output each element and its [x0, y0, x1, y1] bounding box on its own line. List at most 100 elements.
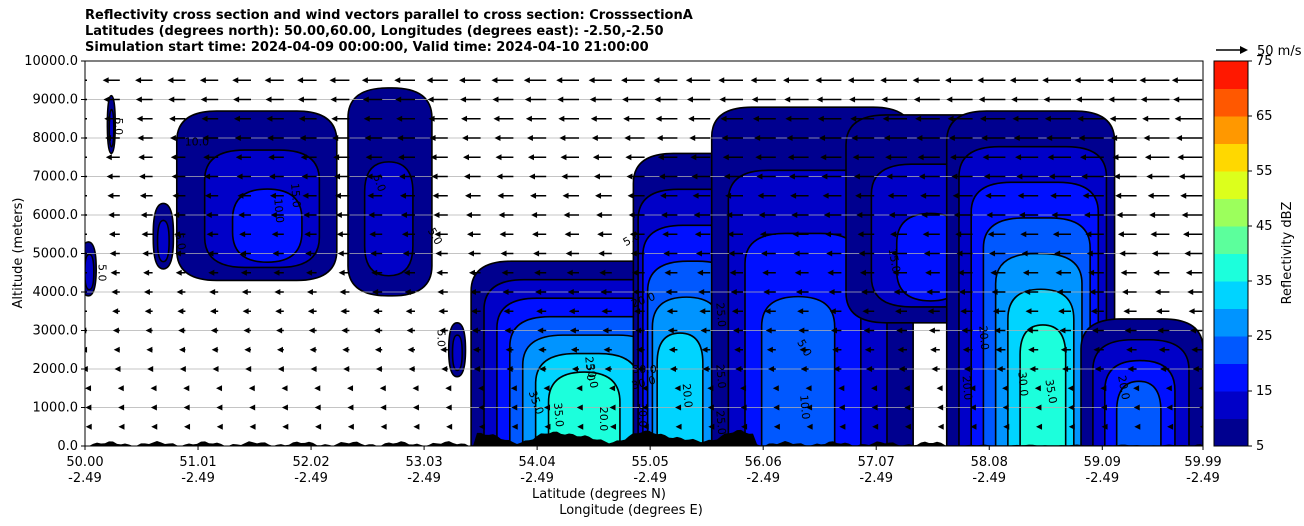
- wind-vector: [962, 346, 973, 353]
- wind-vector: [1022, 269, 1039, 276]
- wind-vector: [561, 173, 579, 180]
- contour-label-3: 10.0: [185, 136, 210, 149]
- colorbar-segment-11: [1214, 116, 1248, 144]
- wind-vector: [1167, 423, 1174, 430]
- wind-vector: [136, 115, 153, 122]
- wind-vector: [556, 77, 579, 84]
- wind-vector: [1092, 327, 1104, 334]
- wind-vector: [309, 346, 317, 353]
- wind-vector: [855, 192, 875, 199]
- wind-vector: [496, 173, 514, 180]
- x-tick-label-lon-3: -2.49: [407, 471, 441, 486]
- wind-vector: [277, 366, 284, 372]
- wind-vector: [961, 327, 973, 334]
- wind-vector: [379, 385, 386, 392]
- wind-vector: [990, 269, 1006, 276]
- wind-vector: [1043, 96, 1071, 103]
- wind-vector: [308, 327, 317, 334]
- wind-vector: [609, 385, 616, 392]
- wind-vector: [1183, 231, 1203, 238]
- contour-label-19: 25.0: [713, 302, 728, 328]
- wind-vector: [790, 192, 809, 199]
- wind-vector: [461, 115, 481, 122]
- wind-vector: [235, 154, 251, 161]
- wind-vector: [85, 214, 87, 216]
- wind-vector: [462, 135, 481, 141]
- colorbar-segment-5: [1214, 281, 1248, 309]
- wind-vector: [592, 154, 612, 161]
- wind-vector: [689, 135, 711, 141]
- wind-vector: [510, 385, 517, 392]
- wind-vector: [472, 346, 481, 353]
- contour-label-1: 5.0: [112, 118, 125, 136]
- wind-vector: [85, 79, 87, 81]
- wind-vector: [1190, 327, 1203, 334]
- wind-vector: [85, 272, 87, 274]
- wind-vector: [631, 269, 645, 276]
- wind-vector: [306, 289, 317, 295]
- wind-vector: [964, 366, 973, 372]
- x-tick-label-lat-2: 52.02: [292, 455, 329, 470]
- wind-vector: [1058, 308, 1071, 315]
- y-tick-label-4: 4000.0: [33, 285, 79, 300]
- contour-label-22: 20.0: [680, 383, 695, 409]
- wind-vector: [826, 250, 842, 257]
- wind-vector: [539, 366, 547, 372]
- wind-vector: [628, 212, 645, 218]
- wind-vector: [276, 327, 284, 334]
- x-tick-label-lat-9: 59.09: [1084, 455, 1121, 470]
- wind-vector: [1081, 173, 1104, 180]
- wind-vector: [886, 173, 907, 180]
- wind-vector: [105, 135, 120, 141]
- x-tick-label-lat-0: 50.00: [66, 455, 103, 470]
- wind-vector: [1020, 231, 1039, 238]
- wind-vector: [816, 96, 842, 103]
- wind-vector: [898, 366, 907, 372]
- wind-vector: [995, 346, 1006, 353]
- wind-vector: [992, 308, 1006, 315]
- wind-vector: [400, 212, 415, 218]
- wind-vector: [642, 423, 649, 430]
- wind-vector: [838, 385, 845, 392]
- wind-vector: [1134, 423, 1141, 430]
- wind-vector: [685, 77, 711, 84]
- wind-vector: [1018, 212, 1039, 218]
- wind-vector: [728, 250, 743, 257]
- wind-vector: [958, 289, 973, 295]
- wind-vector: [1017, 192, 1039, 199]
- wind-vector: [759, 231, 776, 238]
- wind-vector: [467, 250, 481, 257]
- wind-vector: [204, 192, 219, 199]
- wind-vector: [303, 212, 317, 218]
- wind-vector: [438, 308, 448, 315]
- wind-vector: [113, 346, 120, 353]
- wind-vector: [465, 212, 481, 218]
- wind-vector: [105, 154, 120, 161]
- wind-vector: [297, 96, 317, 103]
- wind-vector: [216, 385, 223, 392]
- wind-vector: [269, 192, 284, 199]
- wind-vector: [1127, 366, 1137, 372]
- wind-vector: [1123, 308, 1137, 315]
- wind-vector: [799, 346, 809, 353]
- wind-vector: [333, 154, 350, 161]
- wind-vector: [690, 154, 711, 161]
- wind-vector: [567, 289, 579, 295]
- wind-vector: [297, 77, 317, 84]
- wind-vector: [916, 135, 940, 141]
- wind-vector: [108, 231, 120, 238]
- wind-vector: [904, 423, 911, 430]
- wind-vector: [203, 154, 219, 161]
- wind-vector: [600, 289, 612, 295]
- wind-vector: [570, 346, 579, 353]
- wind-vector: [565, 250, 579, 257]
- x-tick-label-lat-7: 57.07: [858, 455, 895, 470]
- wind-vector: [994, 327, 1006, 334]
- wind-vector: [734, 346, 743, 353]
- colorbar-frame: [1213, 60, 1249, 447]
- y-tick-label-9: 9000.0: [33, 93, 79, 108]
- wind-vector: [1068, 423, 1075, 430]
- wind-vector: [830, 327, 842, 334]
- wind-vector: [815, 77, 842, 84]
